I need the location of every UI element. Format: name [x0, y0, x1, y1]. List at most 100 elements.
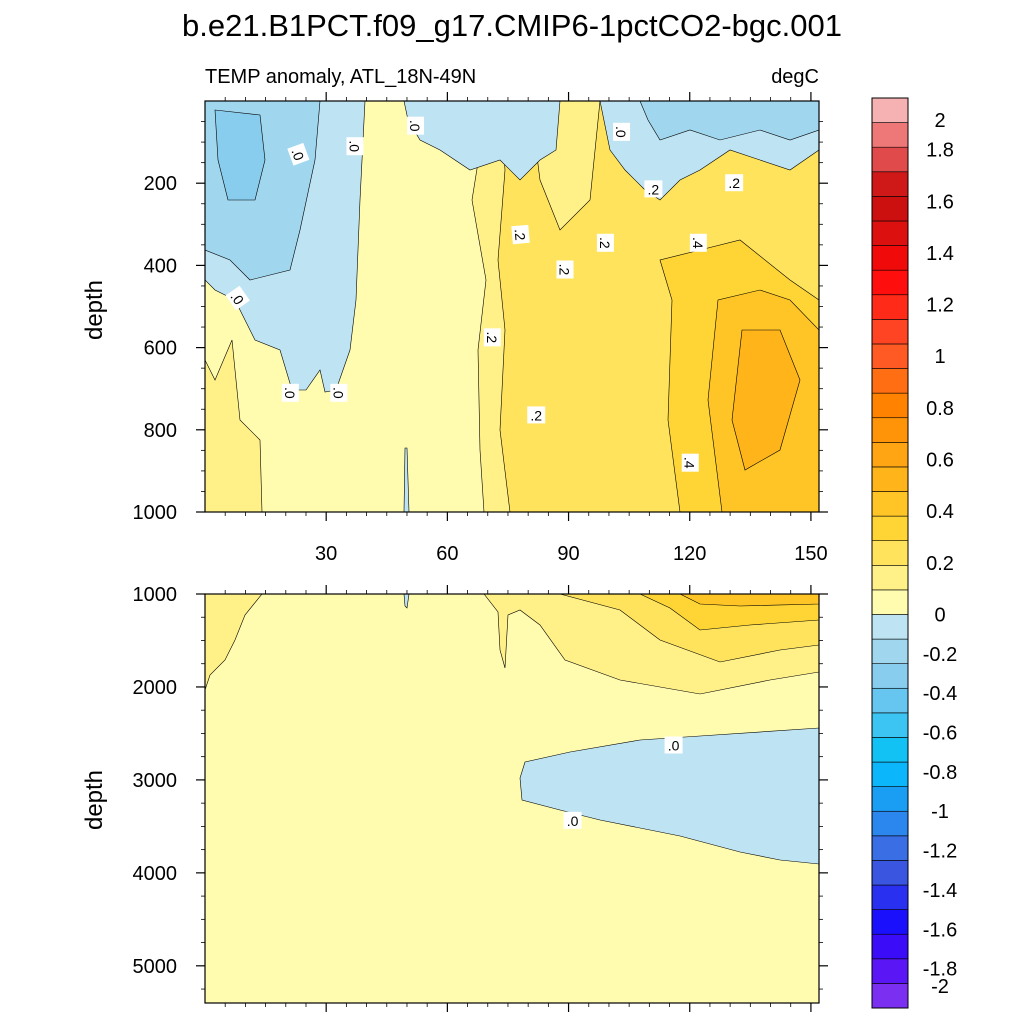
colorbar-swatch: [871, 343, 909, 369]
contour-label: .2: [596, 233, 614, 252]
upper-contour-labels: .0 .0 .0 .0 .0 .0 .0 .2 .2 .2 .2 .2 .2 .2 .4 .4: [225, 116, 744, 472]
lower-ylabel: depth: [81, 770, 108, 830]
contour-label-text: .2: [648, 181, 660, 197]
colorbar-label: 2: [934, 110, 945, 132]
contour-label-bg: [613, 122, 631, 141]
colorbar-swatch: [871, 884, 909, 910]
colorbar-swatch: [871, 515, 909, 542]
contour-label-bg: [556, 260, 574, 279]
contour-label-text: .0: [407, 120, 423, 132]
colorbar-label: 1.2: [926, 295, 954, 317]
colorbar-label: -0.2: [923, 644, 957, 666]
colorbar-swatch: [871, 220, 909, 246]
colorbar-swatch: [871, 638, 909, 664]
contour-label: .0: [407, 116, 425, 135]
lower-neg-spike: [403, 594, 410, 609]
colorbar-swatch: [871, 835, 909, 861]
contour-label-bg: [563, 811, 582, 829]
colorbar-swatch: [871, 368, 909, 394]
y-tick-label: 800: [144, 420, 177, 442]
colorbar-swatch: [871, 589, 909, 615]
y-tick-label: 200: [144, 173, 177, 195]
colorbar-swatch: [871, 97, 909, 123]
contour-label-text: .0: [346, 140, 362, 152]
colorbar-swatch: [871, 442, 909, 468]
contour-label: .4: [689, 233, 707, 252]
contour-label-text: .0: [282, 387, 298, 399]
x-tick-label: 120: [673, 543, 706, 565]
colorbar-swatch: [871, 171, 909, 197]
colorbar-swatch: [871, 663, 909, 689]
colorbar-label: -1.6: [923, 919, 957, 941]
colorbar-swatch: [871, 417, 909, 443]
y-tick-label: 400: [144, 255, 177, 277]
contour-label-bg: [483, 328, 501, 347]
colorbar-frame: [871, 97, 909, 1009]
contour-label: .0: [613, 122, 631, 141]
colorbar-label: -1.4: [923, 880, 957, 902]
colorbar-label: -1.2: [923, 841, 957, 863]
contour-label: .0: [346, 137, 364, 156]
contour-label-text: .2: [557, 264, 573, 276]
contour-label-text: .0: [567, 813, 579, 829]
y-tick-label: 2000: [133, 677, 178, 699]
contour-label-text: .4: [682, 457, 698, 469]
contour-label: .0: [563, 811, 582, 829]
colorbar-swatch: [871, 983, 909, 1009]
colorbar-swatch: [871, 712, 909, 738]
colorbar-swatch: [871, 491, 909, 517]
colorbar-swatch: [871, 614, 909, 640]
colorbar-label: -2: [931, 976, 949, 998]
colorbar-label: 0.8: [926, 398, 954, 420]
colorbar-label: 1.6: [926, 191, 954, 213]
chart-title: b.e21.B1PCT.f09_g17.CMIP6-1pctCO2-bgc.00…: [182, 8, 842, 43]
contour-label: .2: [725, 174, 744, 192]
lower-contour-labels: .0 .0: [563, 736, 683, 829]
contour-label: .0: [281, 383, 299, 402]
colorbar-swatch: [871, 245, 909, 271]
y-tick-label: 1000: [133, 502, 178, 524]
contour-label-bg: [330, 383, 348, 402]
contour-label: .4: [681, 453, 699, 472]
contour-label-bg: [407, 116, 425, 135]
colorbar-swatch: [871, 466, 909, 492]
contour-label-bg: [287, 142, 310, 166]
contour-label-text: .2: [484, 331, 500, 343]
colorbar-swatch: [871, 540, 909, 566]
colorbar-label: 1: [934, 346, 945, 368]
colorbar-label: 0: [934, 604, 945, 626]
contour-label-text: .2: [597, 237, 613, 249]
y-tick-label: 600: [144, 338, 177, 360]
colorbar-swatch: [871, 786, 909, 812]
colorbar-labels: -2-1.8 -1.6 -1.4 -1.2 -1 -0.8 -0.6 -0.4 -0.2 0 0.2…: [923, 110, 957, 998]
colorbar-swatch: [871, 687, 909, 714]
contour-label-text: .2: [512, 228, 529, 241]
lower-panel: 1000 2000 3000 4000 5000 .0 .0 depth: [81, 584, 828, 1012]
contour-label-text: .2: [728, 175, 740, 191]
y-tick-label: 3000: [133, 770, 178, 792]
upper-neg-surface-right-dark: [639, 101, 819, 141]
colorbar-swatch: [871, 761, 909, 787]
contour-label-bg: [225, 285, 250, 311]
contour-label-bg: [527, 406, 546, 424]
colorbar-label: -0.4: [923, 683, 957, 705]
colorbar-swatch: [871, 269, 909, 296]
colorbar-swatch: [871, 146, 909, 173]
contour-label-bg: [725, 174, 744, 192]
x-tick-label: 60: [436, 543, 458, 565]
colorbar-swatch: [871, 294, 909, 320]
colorbar-label: 1.8: [926, 140, 954, 162]
chart-subtitle-right: degC: [771, 66, 819, 88]
lower-band-02-left: [205, 594, 263, 691]
upper-neg-spike: [403, 447, 410, 512]
colorbar-swatch: [871, 958, 909, 984]
lower-band-08-right: [679, 594, 819, 607]
colorbar-label: -0.8: [923, 762, 957, 784]
upper-axis-ticks: [196, 92, 828, 521]
colorbar-label: 0.4: [926, 501, 954, 523]
lower-axis-ticks: [196, 585, 828, 1012]
lower-contour-fill: [205, 594, 819, 1003]
contour-label: .2: [556, 260, 574, 279]
